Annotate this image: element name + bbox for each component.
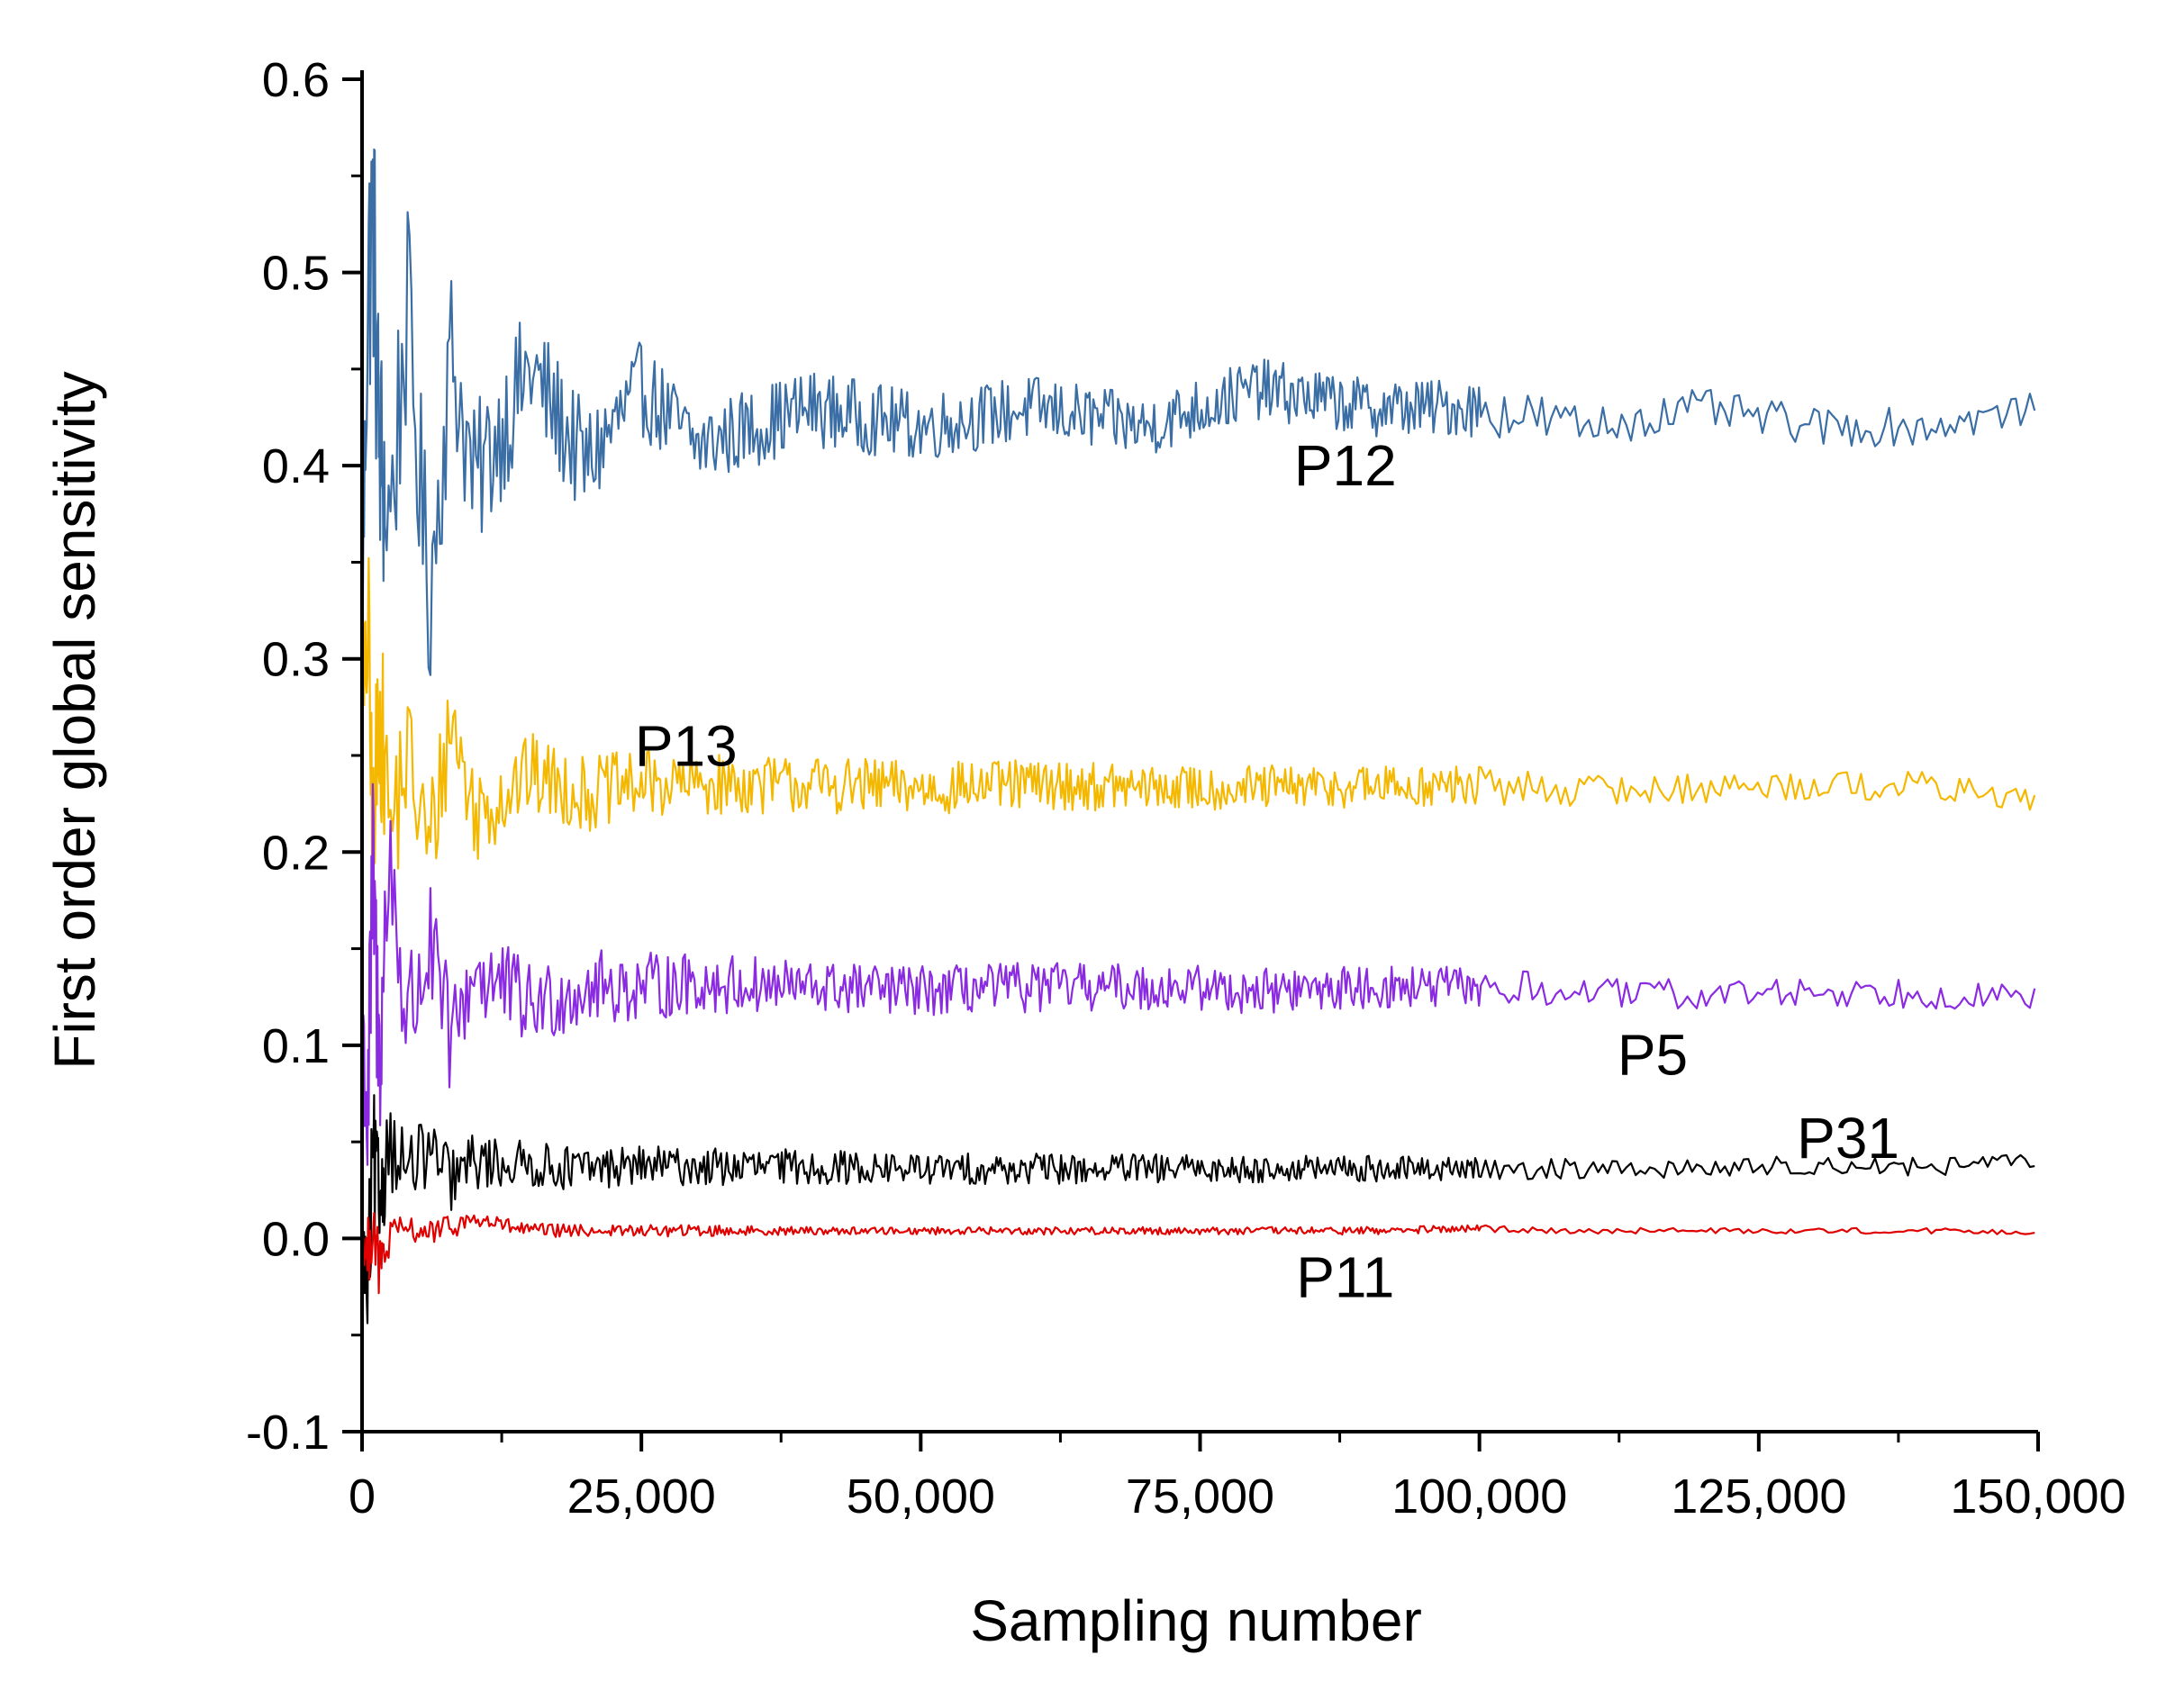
x-tick-label: 100,000 (1391, 1469, 1567, 1524)
series-line-p11 (360, 1212, 2035, 1295)
x-axis-title: Sampling number (970, 1588, 1422, 1653)
y-tick-label: 0.3 (262, 633, 330, 687)
x-tick-label: 50,000 (847, 1469, 995, 1524)
series-layer (360, 148, 2036, 1325)
series-label-p12: P12 (1294, 433, 1397, 498)
y-tick-label: -0.1 (246, 1406, 330, 1460)
y-tick-label: 0.1 (262, 1019, 330, 1073)
y-tick-label: 0.2 (262, 826, 330, 880)
x-tick-label: 125,000 (1671, 1469, 1846, 1524)
x-tick-label: 0 (349, 1469, 376, 1524)
axes-layer: -0.1 0.0 0.1 0.2 0.3 0.4 0.5 0.6 0 25,000 50,000 75… (246, 53, 2126, 1524)
series-line-p12 (360, 148, 2036, 676)
series-line-p31 (360, 1094, 2035, 1325)
y-tick-label: 0.6 (262, 53, 330, 107)
y-tick-label: 0.0 (262, 1212, 330, 1266)
y-tick-label: 0.4 (262, 439, 330, 493)
series-label-p31: P31 (1797, 1106, 1899, 1171)
x-tick-label: 75,000 (1126, 1469, 1274, 1524)
y-tick-label: 0.5 (262, 247, 330, 301)
series-label-p13: P13 (635, 713, 738, 778)
series-line-p5 (360, 782, 2036, 1166)
series-label-p5: P5 (1618, 1023, 1688, 1088)
labels-layer: P12 P13 P5 P31 P11 (635, 433, 1899, 1309)
series-label-p11: P11 (1296, 1244, 1394, 1309)
x-tick-label: 150,000 (1950, 1469, 2125, 1524)
x-tick-label: 25,000 (567, 1469, 716, 1524)
y-axis-title: First order global sensitivity (42, 371, 107, 1069)
series-line-p13 (360, 556, 2036, 927)
